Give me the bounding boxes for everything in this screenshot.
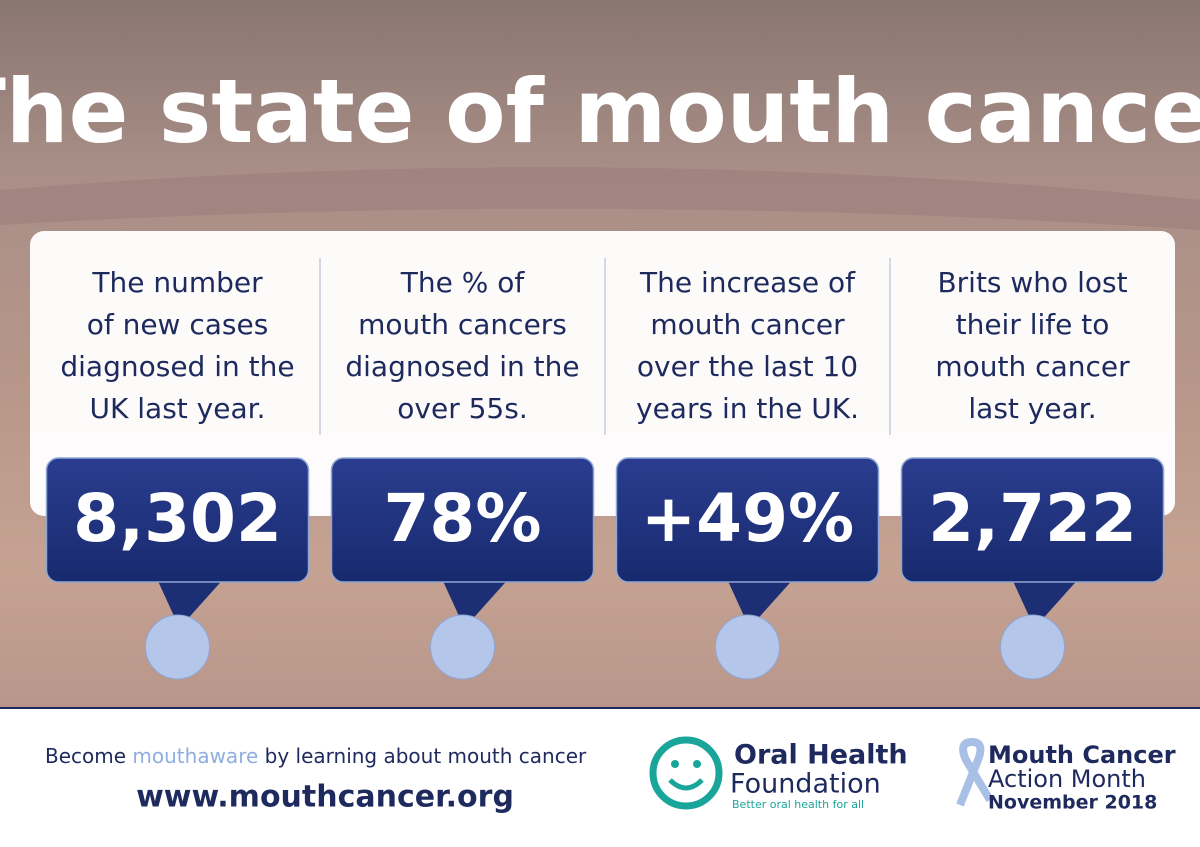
campaign-line: November 2018 — [988, 792, 1157, 814]
stat-description: over the last 10 — [637, 350, 858, 383]
stat-figure: 78% — [384, 480, 542, 557]
lip-shadow — [0, 167, 1200, 230]
stat-description: of new cases — [87, 308, 269, 341]
stat-pointer — [1012, 580, 1078, 628]
stat-figure: 2,722 — [928, 480, 1137, 557]
stat-dot — [145, 614, 210, 680]
title: The state of mouth cancer — [0, 60, 1200, 163]
campaign-line: Mouth Cancer — [988, 741, 1176, 769]
footer — [0, 708, 1200, 847]
stat-description: The % of — [400, 266, 526, 299]
tagline-part: Become — [45, 744, 132, 768]
stat-description: diagnosed in the — [60, 350, 294, 383]
stat-description: diagnosed in the — [345, 350, 579, 383]
stat-description: mouth cancer — [935, 350, 1130, 383]
logo-smile — [668, 778, 704, 791]
stat-box — [330, 457, 595, 583]
stat-description: The number — [91, 266, 263, 299]
stat-description: UK last year. — [90, 392, 266, 425]
logo-circle — [649, 736, 723, 810]
stat-description: last year. — [968, 392, 1096, 425]
stats: The number of new cases diagnosed in the UK… — [45, 258, 1165, 680]
stat-pointer — [442, 580, 508, 628]
foundation-name: Foundation — [730, 769, 881, 800]
stat-dot — [430, 614, 495, 680]
tagline: Become mouthaware by learning about mout… — [45, 744, 587, 768]
tagline-part: by learning about mouth cancer — [258, 744, 587, 768]
campaign-line: Action Month — [988, 765, 1146, 793]
stat-pointer — [727, 580, 793, 628]
stat-dot — [1000, 614, 1065, 680]
stat-box — [45, 457, 310, 583]
stat-description: The increase of — [639, 266, 856, 299]
ribbon — [956, 737, 994, 807]
stat-description: over 55s. — [397, 392, 527, 425]
foundation-slogan: Better oral health for all — [732, 798, 864, 811]
stat-figure: +49% — [641, 480, 854, 557]
stat-box — [900, 457, 1165, 583]
stat-description: Brits who lost — [937, 266, 1127, 299]
tagline-highlight: mouthaware — [132, 744, 258, 768]
stat-description: mouth cancer — [650, 308, 845, 341]
stat-figure: 8,302 — [73, 480, 282, 557]
foundation-logo: Oral Health Foundation Better oral healt… — [649, 736, 908, 811]
stat-description: their life to — [956, 308, 1110, 341]
stat-description: mouth cancers — [358, 308, 567, 341]
campaign-logo: Mouth Cancer Action Month November 2018 — [956, 737, 1176, 814]
stat-pointer — [157, 580, 223, 628]
stat-box — [615, 457, 880, 583]
stat-description: years in the UK. — [636, 392, 859, 425]
logo-eye — [693, 760, 701, 768]
stats-panel — [30, 231, 1175, 516]
website-url: www.mouthcancer.org — [136, 780, 514, 815]
stat-dot — [715, 614, 780, 680]
logo-eye — [671, 760, 679, 768]
foundation-name: Oral Health — [734, 740, 908, 771]
